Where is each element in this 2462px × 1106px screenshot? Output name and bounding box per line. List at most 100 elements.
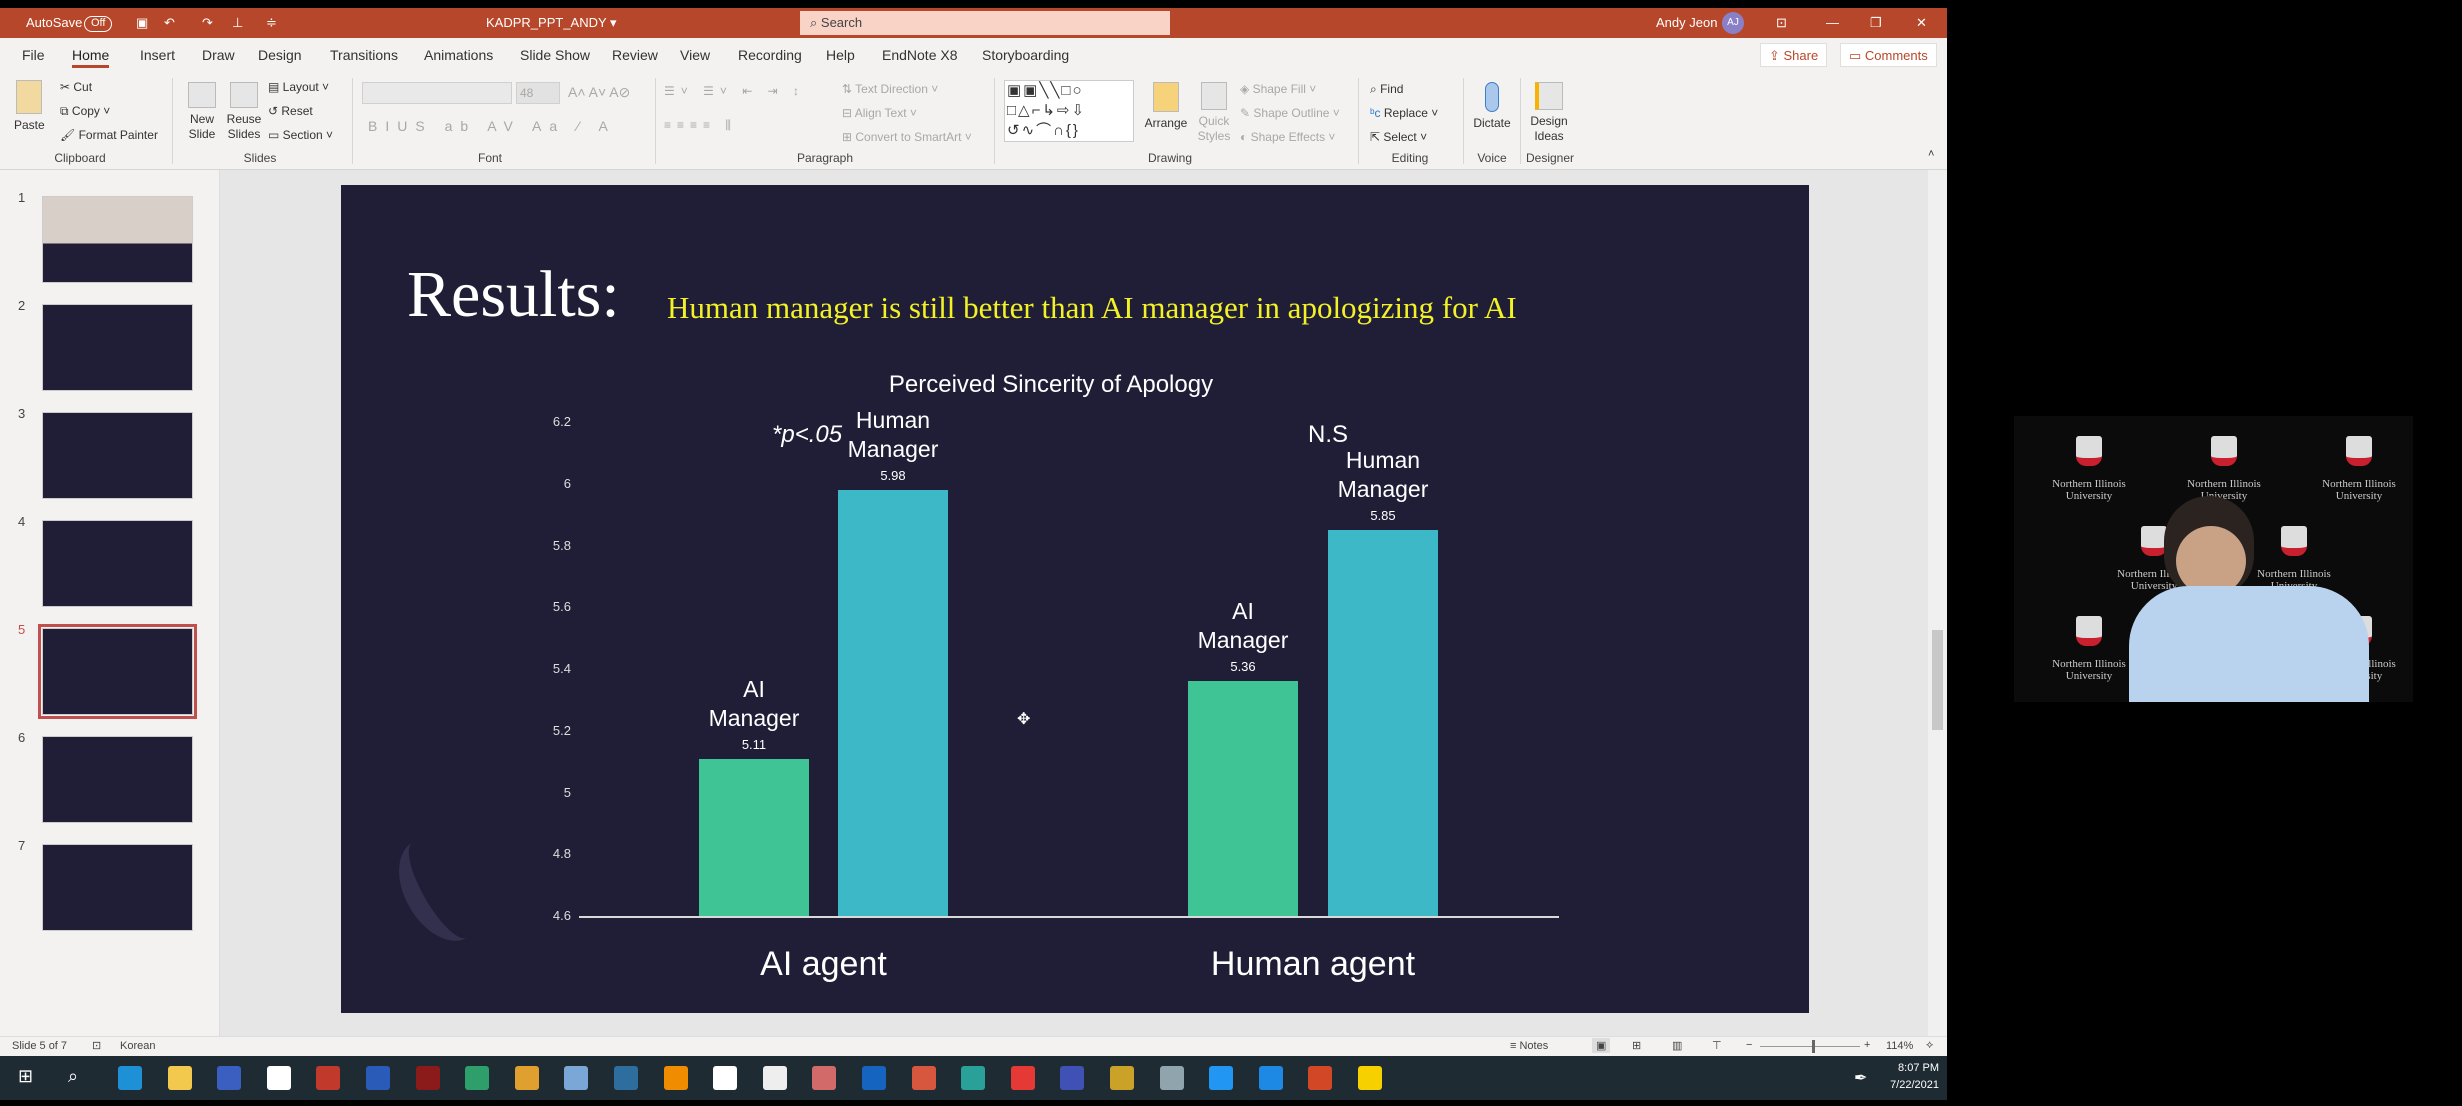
powerpoint-taskbar-icon[interactable]: [1308, 1066, 1333, 1090]
tab-help[interactable]: Help: [826, 47, 855, 63]
select-button[interactable]: ⇱ Select ˅: [1370, 130, 1428, 144]
taskbar-app-icon[interactable]: [663, 1066, 688, 1090]
layout-button[interactable]: ▤ Layout ˅: [268, 80, 330, 94]
windows-start-icon[interactable]: ⊞: [18, 1066, 34, 1086]
tab-insert[interactable]: Insert: [140, 47, 176, 63]
paste-button[interactable]: Paste: [14, 80, 45, 133]
present-icon[interactable]: ⊥: [232, 15, 244, 30]
tab-review[interactable]: Review: [612, 47, 658, 63]
document-title[interactable]: KADPR_PPT_ANDY ▾: [486, 15, 617, 30]
slide-thumbnail-5[interactable]: [38, 624, 197, 719]
taskbar-app-icon[interactable]: [614, 1066, 638, 1090]
slide-thumbnail-2[interactable]: [42, 304, 193, 391]
ribbon-display-icon[interactable]: ⊡: [1776, 15, 1787, 30]
convert-smartart-button[interactable]: ⊞ Convert to SmartArt ˅: [842, 130, 972, 144]
cut-button[interactable]: ✂ Cut: [60, 80, 93, 94]
find-button[interactable]: ⌕ Find: [1370, 82, 1403, 97]
font-size-dropdown[interactable]: 48: [516, 82, 560, 104]
fit-to-window-icon[interactable]: ⟡: [1926, 1039, 1934, 1051]
shape-outline-button[interactable]: ✎ Shape Outline ˅: [1240, 106, 1340, 120]
taskbar-app-icon[interactable]: [961, 1066, 986, 1090]
taskbar-app-icon[interactable]: [415, 1066, 440, 1090]
save-icon[interactable]: ▣: [136, 15, 149, 30]
language-indicator[interactable]: Korean: [120, 1040, 156, 1052]
slide-thumbnail-6[interactable]: [42, 736, 193, 823]
pen-icon[interactable]: ✒: [1854, 1070, 1868, 1087]
tab-draw[interactable]: Draw: [202, 47, 235, 63]
vertical-scrollbar[interactable]: [1928, 170, 1947, 1036]
taskbar-app-icon[interactable]: [1110, 1066, 1134, 1090]
shape-effects-button[interactable]: ◐ Shape Effects ˅: [1240, 130, 1336, 144]
font-format-buttons[interactable]: BIUS ab AV Aa ⁄ A: [368, 118, 616, 134]
slide-thumbnail-4[interactable]: [42, 520, 193, 607]
undo-icon[interactable]: ↶: [164, 15, 175, 30]
taskbar-app-icon[interactable]: [514, 1066, 539, 1090]
arrange-button[interactable]: Arrange: [1144, 82, 1188, 131]
taskbar-app-icon[interactable]: [1060, 1066, 1085, 1090]
taskbar-app-icon[interactable]: [762, 1066, 787, 1090]
text-direction-button[interactable]: ⇅ Text Direction ˅: [842, 82, 939, 96]
taskbar-app-icon[interactable]: [713, 1066, 738, 1090]
tab-animations[interactable]: Animations: [424, 47, 494, 63]
taskbar-app-icon[interactable]: [1258, 1066, 1283, 1090]
slide-sorter-icon[interactable]: ⊞: [1632, 1040, 1642, 1052]
alignment-buttons[interactable]: ≡≡≡≡ ⫼: [664, 118, 737, 132]
taskbar-app-icon[interactable]: [366, 1066, 390, 1090]
font-name-dropdown[interactable]: [362, 82, 512, 104]
copy-button[interactable]: ⧉ Copy ˅: [60, 104, 111, 118]
font-size-buttons[interactable]: A˄ A˅ A⊘: [568, 84, 631, 100]
slide-thumbnail-3[interactable]: [42, 412, 193, 499]
zoom-level[interactable]: 114%: [1886, 1040, 1914, 1052]
tab-slide-show[interactable]: Slide Show: [520, 47, 591, 63]
customize-qat-icon[interactable]: ≑: [266, 15, 277, 30]
slide-thumbnail-7[interactable]: [42, 844, 193, 931]
zoom-slider-thumb[interactable]: [1812, 1040, 1815, 1053]
share-button[interactable]: ⇪ Share: [1760, 43, 1828, 67]
list-buttons[interactable]: ☰˅ ☰˅ ⇤ ⇥ ↕: [664, 84, 805, 98]
system-clock[interactable]: 8:07 PM 7/22/2021: [1890, 1060, 1939, 1094]
reuse-slides-button[interactable]: Reuse Slides: [226, 82, 262, 142]
taskbar-app-icon[interactable]: [1159, 1066, 1184, 1090]
avatar[interactable]: AJ: [1722, 12, 1744, 34]
align-text-button[interactable]: ⊟ Align Text ˅: [842, 106, 917, 120]
taskbar-app-icon[interactable]: [1010, 1066, 1035, 1090]
tab-design[interactable]: Design: [258, 47, 302, 63]
shapes-gallery[interactable]: ▣▣╲╲□○ □△⌐↳⇨⇩ ↺∿⌒∩{}: [1004, 80, 1134, 142]
tab-storyboarding[interactable]: Storyboarding: [982, 47, 1070, 63]
replace-button[interactable]: ᵇc Replace ˅: [1370, 106, 1439, 120]
tab-view[interactable]: View: [680, 47, 711, 63]
redo-icon[interactable]: ↷: [202, 15, 213, 30]
taskbar-app-icon[interactable]: [316, 1066, 341, 1090]
design-ideas-button[interactable]: Design Ideas: [1526, 82, 1572, 144]
autosave-toggle[interactable]: Off: [84, 14, 113, 32]
collapse-ribbon-icon[interactable]: ˄: [1928, 148, 1935, 160]
zoom-in-button[interactable]: +: [1864, 1039, 1871, 1051]
taskbar-app-icon[interactable]: [217, 1066, 242, 1090]
section-button[interactable]: ▭ Section ˅: [268, 128, 334, 142]
shape-fill-button[interactable]: ◈ Shape Fill ˅: [1240, 82, 1317, 96]
taskbar-app-icon[interactable]: [911, 1066, 936, 1090]
tab-home[interactable]: Home: [72, 47, 110, 68]
search-taskbar-icon[interactable]: ⌕: [68, 1066, 79, 1086]
tab-endnote[interactable]: EndNote X8: [882, 47, 958, 63]
close-icon[interactable]: ✕: [1916, 15, 1927, 30]
normal-view-icon[interactable]: ▣: [1592, 1038, 1611, 1053]
taskbar-app-icon[interactable]: [812, 1066, 837, 1090]
user-name[interactable]: Andy Jeon: [1656, 15, 1718, 30]
taskbar-app-icon[interactable]: [564, 1066, 589, 1090]
slide-canvas[interactable]: Results: Human manager is still better t…: [341, 185, 1809, 1013]
accessibility-icon[interactable]: ⊡: [92, 1040, 102, 1052]
reading-view-icon[interactable]: ▥: [1672, 1040, 1683, 1052]
zoom-slider[interactable]: [1760, 1040, 1860, 1053]
taskbar-app-icon[interactable]: [862, 1066, 886, 1090]
taskbar-app-icon[interactable]: [167, 1066, 192, 1090]
quick-styles-button[interactable]: Quick Styles: [1194, 82, 1234, 144]
tab-recording[interactable]: Recording: [738, 47, 802, 63]
restore-icon[interactable]: ❐: [1870, 15, 1882, 30]
zoom-out-button[interactable]: −: [1746, 1039, 1753, 1051]
minimize-icon[interactable]: —: [1826, 15, 1839, 30]
tab-transitions[interactable]: Transitions: [330, 47, 398, 63]
taskbar-app-icon[interactable]: [118, 1066, 142, 1090]
format-painter-button[interactable]: 🖌 Format Painter: [60, 128, 158, 142]
reset-button[interactable]: ↺ Reset: [268, 104, 313, 118]
